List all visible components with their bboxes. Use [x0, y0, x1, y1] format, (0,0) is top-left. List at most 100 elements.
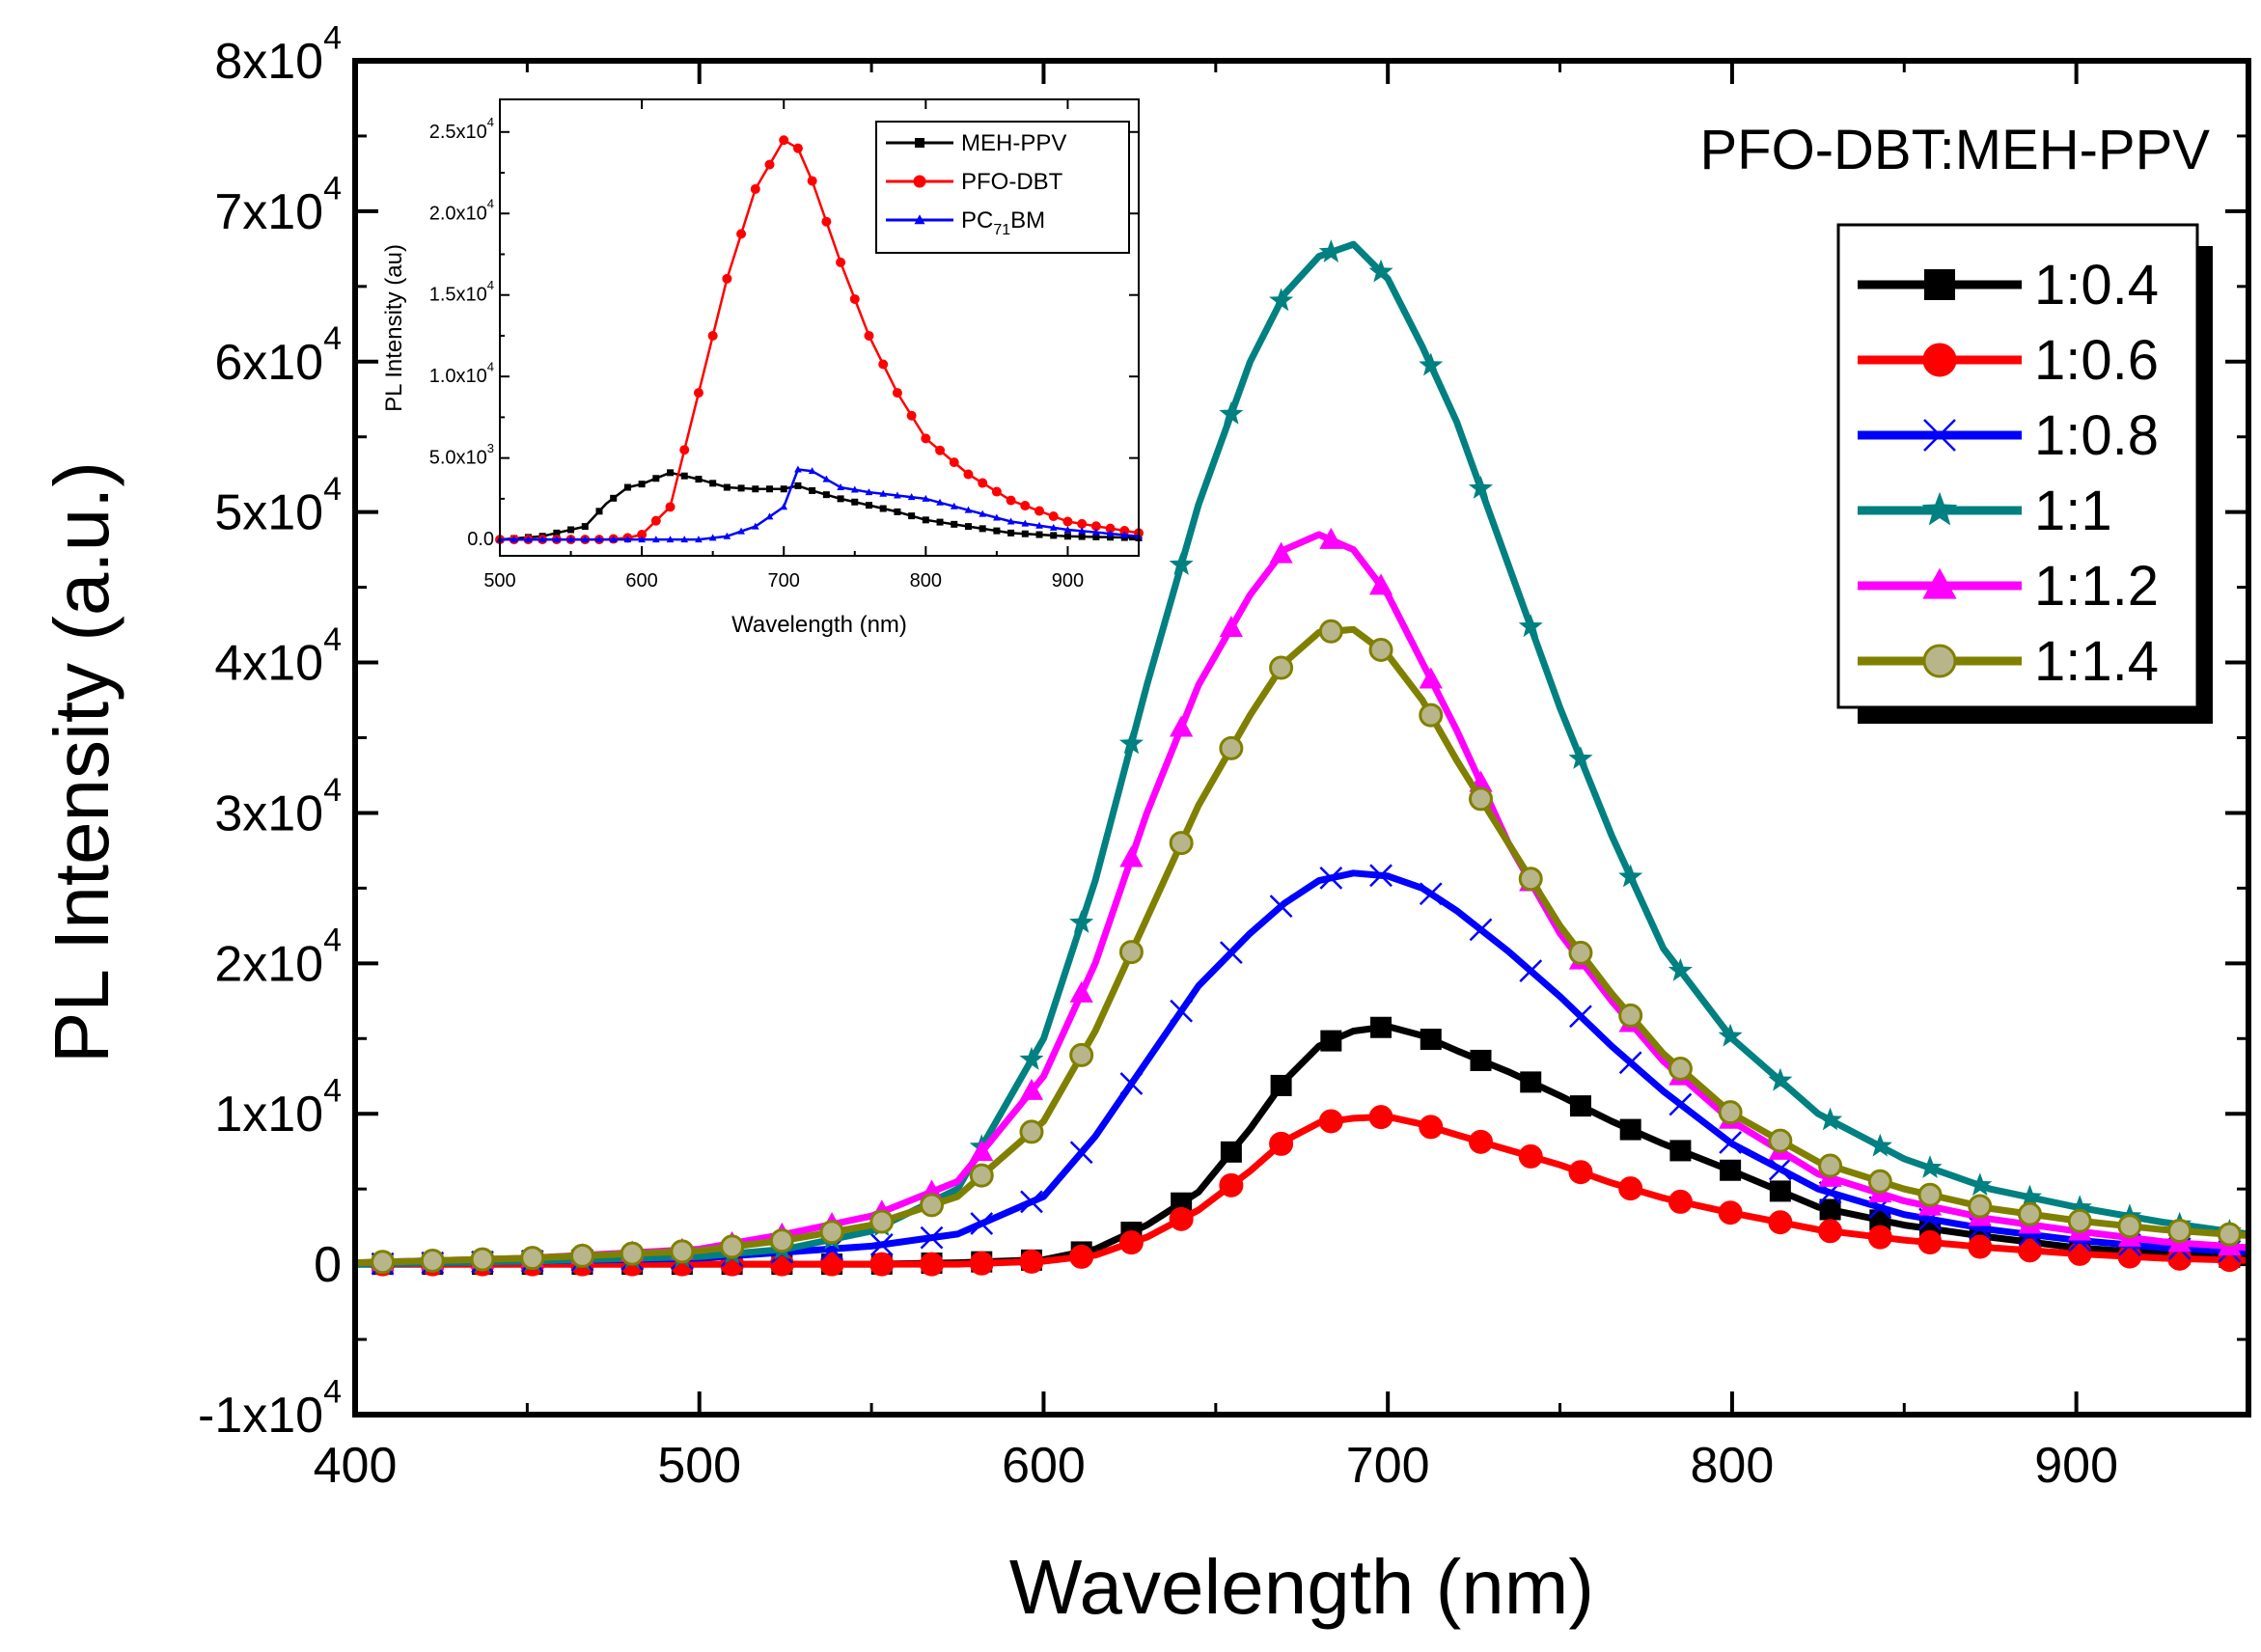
data-point [1819, 1198, 1841, 1221]
data-point [1818, 1219, 1843, 1244]
inset-data-point [1092, 528, 1100, 536]
data-point [1869, 1209, 1891, 1231]
data-point [1269, 1131, 1294, 1156]
data-point [1518, 614, 1543, 638]
inset-data-point [1050, 532, 1058, 539]
data-point [2017, 1238, 2042, 1263]
data-point [1668, 1056, 1693, 1081]
data-point [1069, 1042, 1094, 1067]
data-point [1867, 1225, 1892, 1250]
data-point [769, 1252, 794, 1277]
data-point [1419, 667, 1443, 689]
data-point [1419, 352, 1444, 376]
data-point [1568, 1160, 1593, 1185]
data-point [1468, 1129, 1493, 1154]
y-tick-label: 4x104 [214, 621, 342, 692]
inset-y-tick-label: 2.0x104 [429, 197, 494, 225]
data-point [470, 1247, 495, 1272]
inset-data-point [1007, 529, 1015, 537]
inset-data-point [623, 483, 631, 491]
legend: 1:0.4 1:0.6 1:0.8 1:1 1:1.2 1:1.4 [1858, 254, 2159, 693]
inset-data-point [751, 522, 759, 530]
data-point [1468, 476, 1494, 499]
inset-data-point [651, 536, 660, 543]
data-point [2117, 1214, 2142, 1239]
inset-data-point [822, 491, 830, 499]
series-line [354, 531, 2249, 1267]
inset-series-PC71BM [496, 465, 1143, 543]
inset-data-point [1078, 533, 1086, 540]
data-point [1618, 864, 1643, 888]
inset-data-point [1034, 506, 1045, 516]
data-point [1768, 1157, 1792, 1181]
data-point [1568, 940, 1593, 965]
inset-data-point [808, 467, 816, 475]
data-point [1269, 895, 1293, 918]
inset-data-point [794, 465, 802, 473]
inset-data-point [894, 491, 901, 499]
legend-label: 1:0.8 [2034, 404, 2159, 467]
inset-data-point [837, 483, 844, 491]
data-point [1269, 288, 1294, 312]
data-point [1718, 1100, 1743, 1125]
y-tick-label: 2x104 [214, 922, 342, 993]
data-point [2017, 1184, 2042, 1208]
inset-data-point [679, 445, 690, 455]
data-point [1867, 1133, 1892, 1157]
legend-marker [1922, 343, 1957, 377]
inset-data-point [809, 486, 816, 494]
inset-data-point [936, 498, 944, 506]
data-point [2067, 1208, 2092, 1233]
data-point [1818, 1107, 1843, 1131]
data-point [1420, 1029, 1442, 1051]
inset-legend-marker [914, 214, 925, 225]
inset-chart: 500 600 700 800 900 0.0 5.0x103 1.0x104 1.5x104 2… [381, 98, 1144, 638]
inset-data-point [765, 512, 774, 520]
data-point [2017, 1201, 2042, 1226]
data-point [1220, 1141, 1242, 1163]
y-tick-label: 8x104 [214, 19, 342, 90]
data-point [1269, 655, 1294, 680]
y-tick-label: 1x104 [214, 1073, 342, 1143]
inset-data-point [524, 536, 533, 543]
inset-legend-label: PFO-DBT [961, 169, 1063, 195]
data-point [1917, 1182, 1943, 1207]
data-point [1219, 941, 1243, 965]
data-point [769, 1228, 794, 1253]
inset-data-point [666, 536, 675, 543]
data-point [1469, 918, 1493, 942]
data-point [1368, 259, 1393, 283]
series-1:1.4 [354, 619, 2249, 1275]
data-point [1320, 1030, 1342, 1052]
data-point [1069, 980, 1093, 1003]
inset-tick-labels: 500 600 700 800 900 0.0 5.0x103 1.0x104 1.5x104 2… [429, 115, 1084, 592]
inset-legend-marker [913, 175, 926, 188]
data-point [1170, 999, 1194, 1023]
data-point [1319, 527, 1343, 549]
data-point [1568, 746, 1593, 769]
legend-label: 1:0.4 [2034, 254, 2159, 317]
data-point [1718, 1200, 1743, 1225]
inset-data-point [821, 216, 832, 227]
data-point [720, 1234, 745, 1259]
data-point [1318, 619, 1343, 644]
data-point [1318, 1109, 1343, 1134]
data-point [1170, 715, 1194, 737]
y-tick-label: 3x104 [214, 772, 342, 842]
data-point [1520, 1071, 1542, 1093]
data-point [1019, 1119, 1044, 1144]
inset-data-point [766, 485, 774, 493]
inset-x-tick-label: 600 [625, 570, 657, 592]
inset-data-point [1063, 525, 1072, 533]
data-point [1519, 959, 1543, 983]
inset-data-point [652, 475, 660, 482]
data-point [1917, 1155, 1943, 1178]
data-point [1020, 1190, 1043, 1214]
legend-marker [1922, 567, 1957, 599]
inset-data-point [836, 257, 846, 267]
inset-data-point [949, 457, 959, 468]
data-point [569, 1243, 594, 1268]
data-point [1619, 1118, 1641, 1141]
data-point [819, 1220, 844, 1245]
